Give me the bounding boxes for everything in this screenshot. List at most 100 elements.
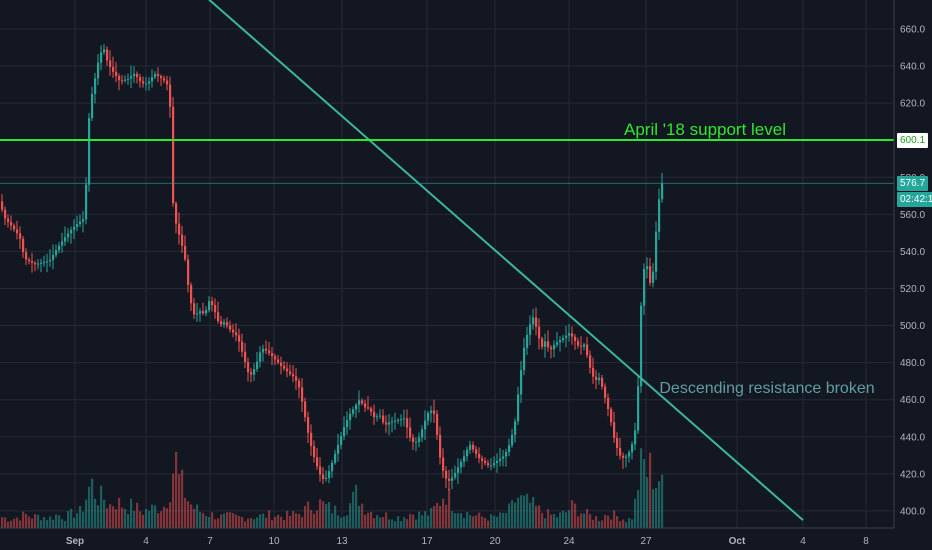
- candle-body: [178, 223, 181, 235]
- support-annotation[interactable]: April '18 support level: [624, 120, 786, 139]
- volume-bar: [433, 506, 436, 528]
- candle-body: [346, 420, 349, 428]
- time-tick-label: 17: [421, 536, 433, 547]
- candle-body: [388, 422, 391, 425]
- volume-bar: [652, 489, 655, 528]
- candle-body: [652, 271, 655, 283]
- candle-body: [421, 429, 424, 438]
- candle-body: [448, 478, 451, 481]
- volume-bar: [544, 518, 547, 528]
- candle-body: [121, 80, 124, 82]
- candle-body: [184, 245, 187, 260]
- volume-bar: [646, 477, 649, 528]
- volume-bar: [538, 505, 541, 528]
- volume-bar: [337, 515, 340, 528]
- volume-bar: [34, 514, 37, 528]
- candle-body: [304, 401, 307, 418]
- volume-bar: [196, 504, 199, 528]
- volume-bar: [115, 509, 118, 528]
- volume-bar: [592, 519, 595, 528]
- volume-bar: [571, 500, 574, 528]
- volume-bar: [376, 515, 379, 528]
- volume-bar: [232, 513, 235, 528]
- volume-bar: [511, 500, 514, 528]
- candle-body: [49, 259, 52, 262]
- volume-bar: [37, 514, 40, 528]
- candle-body: [637, 386, 640, 431]
- candle-body: [100, 52, 103, 63]
- volume-bar: [412, 514, 415, 528]
- candle-body: [364, 403, 367, 408]
- volume-bar: [373, 518, 376, 528]
- candle-body: [583, 344, 586, 347]
- candle-body: [214, 305, 217, 313]
- candle-body: [538, 326, 541, 339]
- volume-bar: [193, 508, 196, 528]
- candle-body: [361, 400, 364, 404]
- candle-body: [631, 444, 634, 453]
- candle-body: [259, 352, 262, 362]
- volume-bar: [175, 451, 178, 528]
- volume-bar: [64, 520, 67, 528]
- candle-body: [427, 412, 430, 421]
- time-tick-label: 10: [268, 536, 280, 547]
- candle-body: [55, 250, 58, 256]
- candle-body: [415, 441, 418, 443]
- candle-body: [217, 312, 220, 322]
- volume-bar: [562, 510, 565, 528]
- volume-bar: [100, 485, 103, 528]
- candle-body: [607, 397, 610, 409]
- volume-bar: [220, 514, 223, 528]
- candle-body: [565, 335, 568, 338]
- candle-body: [226, 322, 229, 326]
- volume-bar: [400, 521, 403, 528]
- volume-bar: [649, 452, 652, 528]
- candle-body: [535, 317, 538, 327]
- candle-body: [265, 348, 268, 351]
- candle-body: [295, 376, 298, 381]
- candle-body: [439, 434, 442, 458]
- candle-body: [319, 466, 322, 475]
- candle-body: [436, 413, 439, 435]
- volume-bar: [610, 519, 613, 528]
- candle-body: [61, 241, 64, 246]
- volume-bar: [76, 513, 79, 528]
- candle-body: [571, 333, 574, 337]
- resistance-annotation[interactable]: Descending resistance broken: [659, 380, 874, 397]
- time-axis[interactable]: [0, 528, 932, 550]
- candle-body: [211, 301, 214, 306]
- volume-bar: [496, 516, 499, 528]
- price-tick-label: 460.0: [900, 395, 925, 406]
- volume-bar: [598, 521, 601, 528]
- volume-bar: [631, 519, 634, 528]
- volume-bar: [223, 513, 226, 528]
- candle-body: [325, 477, 328, 480]
- candle-body: [301, 387, 304, 402]
- volume-bar: [454, 513, 457, 528]
- price-axis[interactable]: [894, 0, 932, 550]
- candle-body: [208, 301, 211, 310]
- volume-bar: [604, 514, 607, 528]
- volume-bar: [277, 514, 280, 528]
- volume-bar: [286, 510, 289, 528]
- candle-body: [610, 408, 613, 423]
- candle-body: [268, 350, 271, 354]
- candle-body: [481, 458, 484, 461]
- volume-bar: [244, 521, 247, 528]
- candle-body: [115, 71, 118, 77]
- descending-resistance-line[interactable]: [158, 0, 804, 521]
- candle-body: [328, 471, 331, 478]
- volume-bar: [4, 517, 7, 528]
- candle-body: [241, 341, 244, 352]
- volume-bar: [202, 513, 205, 528]
- candle-body: [274, 356, 277, 360]
- volume-bar: [526, 493, 529, 528]
- volume-bar: [343, 516, 346, 528]
- volume-bar: [184, 497, 187, 528]
- candle-body: [370, 408, 373, 412]
- candle-body: [52, 255, 55, 260]
- candle-body: [628, 452, 631, 457]
- candle-body: [94, 78, 97, 94]
- volume-bar: [475, 515, 478, 528]
